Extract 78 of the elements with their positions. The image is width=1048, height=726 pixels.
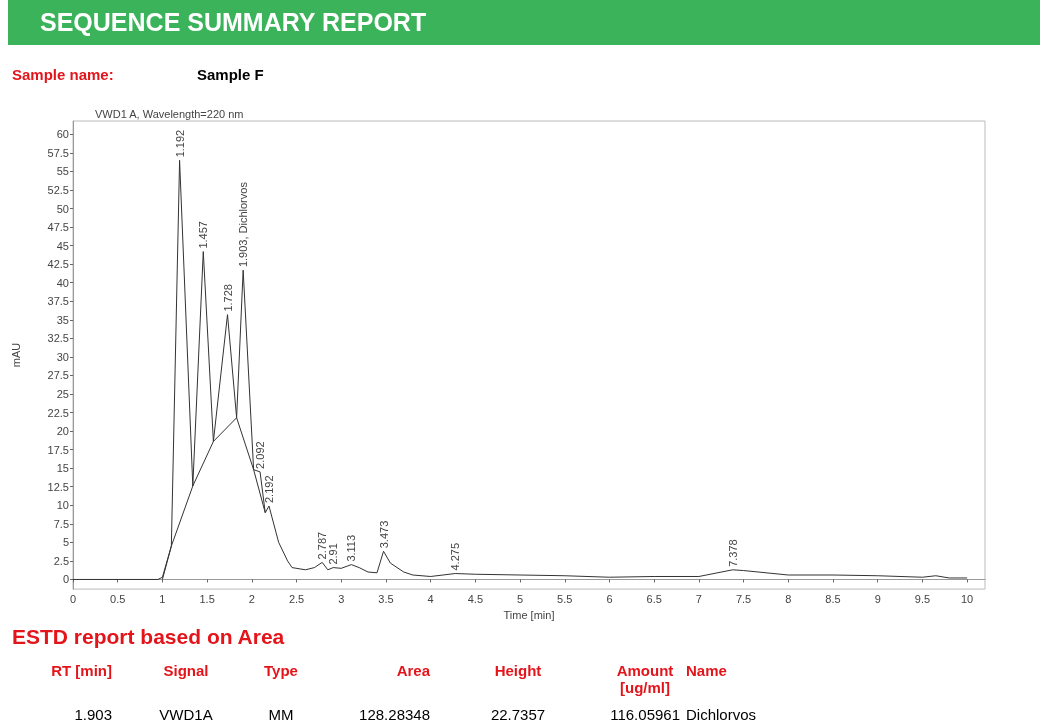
y-tick-label: 45 (56, 239, 69, 252)
x-tick-label: 7 (695, 592, 702, 605)
annotation: 3.473 (377, 520, 390, 549)
y-tick-label: 7.5 (53, 517, 69, 530)
text: RT [min] (51, 662, 112, 679)
y-tick-label: 47.5 (47, 221, 69, 234)
annotation: 1.192 (173, 129, 186, 158)
y-tick-label: 57.5 (47, 146, 69, 159)
text: Signal (162, 662, 210, 679)
y-tick-label: 10 (56, 499, 69, 512)
annotation: 2.787 (316, 531, 329, 560)
x-tick-label: 9.5 (914, 592, 931, 605)
text: 128.28348 (359, 706, 430, 723)
annotation: 3.113 (345, 534, 358, 562)
annotation: 1.728 (221, 284, 234, 312)
y-tick-label: 32.5 (47, 332, 69, 345)
y-tick-label: 5 (62, 536, 69, 549)
annotation: 2.91 (327, 543, 340, 565)
text: Type (263, 662, 299, 679)
y-tick-label: 50 (56, 202, 69, 215)
y-tick-label: 40 (56, 276, 69, 289)
text: ESTD report based on Area (12, 625, 285, 649)
y-tick-label: 27.5 (47, 369, 69, 382)
y-axis-title: mAU (9, 342, 22, 368)
y-tick-label: 22.5 (47, 406, 69, 419)
text: 22.7357 (489, 706, 547, 723)
y-tick-label: 52.5 (47, 183, 69, 196)
y-tick-label: 42.5 (47, 258, 69, 271)
text: Sample F (197, 66, 264, 83)
x-tick-label: 4 (427, 592, 434, 605)
text: 116.05961 (610, 706, 680, 723)
y-tick-label: 0 (62, 573, 69, 586)
x-tick-label: 6.5 (646, 592, 662, 605)
y-tick-label: 35 (56, 313, 69, 326)
x-tick-label: 0.5 (110, 592, 126, 605)
y-tick-label: 60 (56, 128, 69, 141)
text: Dichlorvos (686, 706, 757, 723)
y-tick-label: 30 (56, 350, 69, 363)
x-tick-label: 7.5 (735, 592, 752, 605)
x-tick-label: 10 (960, 592, 974, 605)
text: MM (267, 706, 295, 723)
y-tick-label: 25 (56, 388, 69, 400)
text: Area (396, 662, 430, 679)
chart-subtitle: VWD1 A, Wavelength=220 nm (95, 107, 244, 120)
x-tick-label: 1.5 (199, 592, 215, 605)
text: Name (686, 662, 727, 679)
x-tick-label: 4.5 (467, 592, 483, 605)
text: VWD1A (158, 706, 214, 723)
x-tick-label: 5 (517, 592, 524, 605)
x-tick-label: 2.5 (288, 592, 305, 605)
x-tick-label: 8.5 (825, 592, 841, 605)
annotation: 1.903, Dichlorvos (237, 181, 250, 268)
annotation: 2.192 (262, 475, 275, 504)
annotation: 1.457 (197, 221, 210, 249)
x-tick-label: 3 (338, 592, 345, 605)
y-tick-label: 20 (56, 425, 69, 438)
annotation: 2.092 (254, 441, 267, 469)
x-tick-label: 5.5 (557, 592, 573, 605)
y-tick-label: 12.5 (47, 480, 69, 493)
x-tick-label: 3.5 (378, 592, 394, 605)
x-tick-label: 6 (606, 592, 613, 605)
annotation: 7.378 (726, 539, 739, 567)
x-tick-label: 8 (785, 592, 792, 605)
y-tick-label: 17.5 (47, 443, 69, 456)
text: Amount [ug/ml] (615, 662, 675, 696)
x-tick-label: 9 (874, 592, 881, 605)
text: Sample name: (12, 66, 114, 83)
text: Height (493, 662, 543, 679)
y-tick-label: 15 (56, 462, 69, 475)
y-tick-label: 55 (56, 165, 69, 178)
y-tick-label: 37.5 (47, 295, 69, 308)
x-tick-label: 2 (248, 592, 255, 605)
chart-title: SEQUENCE SUMMARY REPORT (40, 8, 427, 37)
y-tick-label: 2.5 (53, 554, 69, 567)
x-tick-label: 1 (159, 592, 166, 605)
text: 1.903 (74, 706, 112, 723)
annotation: 4.275 (449, 542, 462, 571)
x-axis-title: Time [min] (503, 608, 555, 621)
